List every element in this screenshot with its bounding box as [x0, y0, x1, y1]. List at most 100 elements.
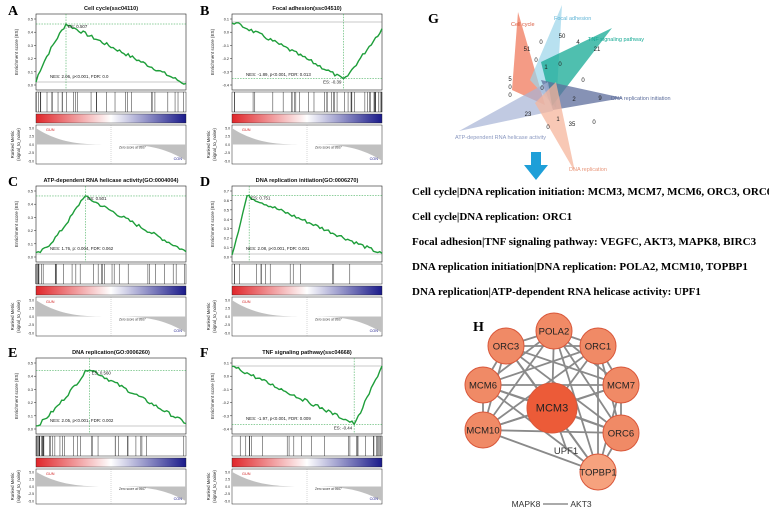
metric-axis-label: (signal_to_noise) — [16, 470, 21, 503]
gene-hit-lines — [35, 264, 185, 284]
gun-label: GUN — [242, 472, 251, 476]
ranked-metric-area — [36, 300, 186, 333]
gsea-title: TNF signaling pathway(ssc04668) — [262, 350, 352, 356]
gsea-plot-e: DNA replication(GO:0006260) 0.5 0.4 0.3 0.2 0… — [10, 350, 187, 505]
es-tick-label: 0.3 — [28, 388, 33, 392]
venn-count: 0 — [558, 62, 562, 68]
es-tick-label: 0.4 — [28, 203, 33, 207]
es-tick-label: 0.3 — [224, 227, 229, 231]
node-label-mapk8: MAPK8 — [512, 499, 541, 509]
gun-label: GUN — [242, 300, 251, 304]
es-value-label: ES: 0.501 — [87, 196, 107, 201]
es-tick-label: 0.4 — [224, 218, 229, 222]
metric-tick-label: -2.5 — [224, 492, 230, 496]
metric-tick-label: -5.0 — [224, 159, 230, 163]
network-edge — [482, 330, 555, 431]
metric-axis-label: (signal_to_noise) — [212, 128, 217, 161]
es-axes-box — [35, 357, 187, 435]
metric-tick-label: 5.0 — [29, 470, 34, 474]
es-tick-label: 0.4 — [28, 31, 33, 35]
es-tick-label: 0.0 — [224, 375, 229, 379]
hits-box — [231, 91, 383, 113]
es-tick-label: 0.0 — [28, 428, 33, 432]
panel-letter-f: F — [200, 346, 209, 361]
node-label-mcm6: MCM6 — [469, 381, 497, 392]
ppi-network: POLA2 ORC3 ORC1 MCM6 MCM7 MCM10 ORC6 TOPBP1 MCM3… — [464, 312, 640, 509]
venn-set-atp-helicase — [459, 82, 553, 131]
ranked-metric-area — [232, 128, 382, 161]
metric-tick-label: 2.5 — [29, 135, 34, 139]
gene-hit-lines — [234, 92, 383, 112]
es-tick-label: 0.6 — [224, 199, 229, 203]
metric-tick-label: 2.5 — [29, 478, 34, 482]
venn-count: 51 — [524, 47, 531, 53]
gsea-plot-d: DNA replication initiation(GO:0006270) 0.… — [206, 178, 383, 337]
venn-label-atp: ATP-dependent RNA helicase activity — [455, 135, 546, 141]
gsea-plot-a: Cell cycle(ssc04110) 0.5 0.4 0.3 0.2 0.1 0.0 ES… — [10, 6, 187, 165]
es-tick-label: 0.0 — [28, 84, 33, 88]
venn-count: 35 — [569, 122, 576, 128]
es-value-label: ES: -0.44 — [334, 425, 353, 430]
metric-tick-label: 0.0 — [29, 485, 34, 489]
nes-stats: NES: 1.76, p: 0.004, FDR: 0.062 — [50, 246, 114, 251]
node-mcm7 — [602, 366, 640, 404]
zero-score-label: Zero score at 9567 — [119, 145, 146, 149]
metric-tick-label: 2.5 — [225, 478, 230, 482]
node-orc3 — [487, 327, 525, 365]
es-axis-label: Enrichment score (ES) — [14, 200, 19, 247]
panel-letter-d: D — [200, 175, 211, 190]
node-label-mcm7: MCM7 — [607, 381, 635, 392]
gun-label: GUN — [46, 128, 55, 132]
venn-label-cell-cycle: Cell cycle — [511, 22, 535, 28]
down-arrow-icon — [524, 152, 548, 180]
node-orc6 — [602, 414, 640, 452]
metric-axis-label: Ranked Metric — [206, 130, 211, 159]
metric-tick-label: -5.0 — [28, 331, 34, 335]
venn-count: 50 — [559, 34, 566, 40]
nes-stats: NES: 2.08, p<0.001, FDR: 0.001 — [246, 246, 310, 251]
es-tick-label: 0.2 — [28, 57, 33, 61]
metric-axis-label: Ranked Metric — [10, 472, 15, 501]
es-tick-label: 0.2 — [224, 237, 229, 241]
es-tick-label: 0.5 — [224, 208, 229, 212]
metric-tick-label: -5.0 — [224, 499, 230, 503]
rank-color-bar — [231, 113, 383, 124]
venn-count: 0 — [592, 120, 596, 126]
venn-count: 0 — [508, 85, 512, 91]
node-label-orc6: ORC6 — [608, 429, 634, 440]
metric-tick-label: 0.0 — [225, 143, 230, 147]
zero-score-label: Zero score at 9567 — [119, 487, 146, 491]
ranked-metric-area — [36, 471, 186, 502]
es-tick-label: 0.1 — [224, 362, 229, 366]
gene-hit-lines — [240, 436, 383, 456]
metric-tick-label: -2.5 — [28, 492, 34, 496]
es-axes-box — [231, 13, 383, 91]
venn-count: 1 — [556, 117, 560, 123]
es-value-label: ES: 0.560 — [92, 370, 112, 375]
es-axes-box — [231, 185, 383, 263]
con-label: CON — [370, 329, 379, 333]
zero-score-label: Zero score at 9567 — [315, 145, 342, 149]
venn-count: 0 — [508, 93, 512, 99]
es-tick-label: -0.1 — [222, 44, 229, 48]
metric-axis-label: (signal_to_noise) — [16, 300, 21, 333]
venn-count: 21 — [594, 47, 601, 53]
es-axes-box — [35, 185, 187, 263]
hits-box — [35, 91, 187, 113]
es-axis-label: Enrichment score (ES) — [210, 372, 215, 419]
network-edge — [553, 330, 622, 434]
metric-axis-label: Ranked Metric — [206, 302, 211, 331]
es-tick-label: 0.0 — [28, 256, 33, 260]
venn-set-dna-replication-init — [541, 80, 623, 110]
es-tick-label: -0.3 — [222, 70, 229, 74]
ranked-metric-area — [36, 128, 186, 161]
es-curve — [35, 195, 187, 254]
panel-letter-a: A — [8, 4, 19, 19]
es-tick-label: 0.5 — [28, 362, 33, 366]
venn-count: 0 — [546, 125, 550, 131]
es-axes-box — [35, 13, 187, 91]
metric-tick-label: -5.0 — [224, 331, 230, 335]
es-tick-label: 0.4 — [28, 375, 33, 379]
node-label-pola2: POLA2 — [539, 327, 570, 338]
gsea-title: DNA replication initiation(GO:0006270) — [256, 178, 359, 184]
